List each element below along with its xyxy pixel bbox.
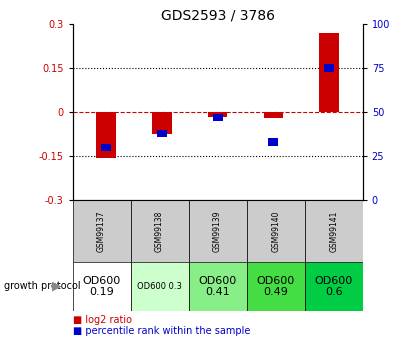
- Bar: [247, 262, 305, 310]
- Bar: [96, 112, 116, 158]
- Bar: [324, 65, 334, 72]
- Text: ▶: ▶: [52, 280, 61, 293]
- Text: OD600
0.6: OD600 0.6: [315, 276, 353, 297]
- Text: OD600
0.41: OD600 0.41: [199, 276, 237, 297]
- Text: GSM99141: GSM99141: [329, 210, 338, 252]
- Bar: [101, 144, 111, 151]
- Bar: [268, 138, 278, 146]
- Text: GSM99137: GSM99137: [97, 210, 106, 252]
- Text: OD600
0.49: OD600 0.49: [257, 276, 295, 297]
- Bar: [189, 262, 247, 310]
- Bar: [208, 112, 227, 117]
- Text: growth protocol: growth protocol: [4, 282, 81, 291]
- Text: GSM99140: GSM99140: [271, 210, 280, 252]
- Bar: [152, 112, 172, 134]
- Text: OD600
0.19: OD600 0.19: [83, 276, 120, 297]
- Bar: [157, 130, 167, 137]
- Bar: [131, 200, 189, 262]
- Bar: [305, 200, 363, 262]
- Bar: [213, 114, 222, 121]
- Text: GSM99139: GSM99139: [213, 210, 222, 252]
- Bar: [73, 262, 131, 310]
- Bar: [189, 200, 247, 262]
- Bar: [247, 200, 305, 262]
- Text: OD600 0.3: OD600 0.3: [137, 282, 182, 291]
- Text: ■ log2 ratio: ■ log2 ratio: [73, 315, 131, 325]
- Bar: [264, 112, 283, 118]
- Title: GDS2593 / 3786: GDS2593 / 3786: [161, 9, 274, 23]
- Bar: [305, 262, 363, 310]
- Bar: [73, 200, 131, 262]
- Text: GSM99138: GSM99138: [155, 210, 164, 252]
- Bar: [131, 262, 189, 310]
- Bar: [320, 33, 339, 112]
- Text: ■ percentile rank within the sample: ■ percentile rank within the sample: [73, 326, 250, 336]
